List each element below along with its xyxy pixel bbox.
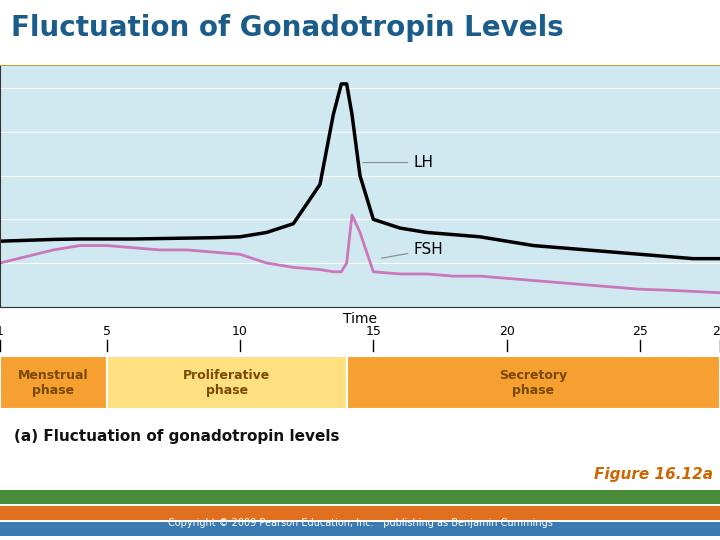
- Text: 10: 10: [232, 325, 248, 338]
- Text: Menstrual
phase: Menstrual phase: [18, 368, 89, 396]
- Text: Proliferative
phase: Proliferative phase: [183, 368, 270, 396]
- Bar: [0, 490, 720, 504]
- Text: Figure 16.12a: Figure 16.12a: [594, 468, 713, 483]
- FancyBboxPatch shape: [0, 65, 720, 66]
- Text: Copyright © 2009 Pearson Education, Inc.   publishing as Benjamin Cummings: Copyright © 2009 Pearson Education, Inc.…: [168, 518, 552, 528]
- Text: 15: 15: [365, 325, 382, 338]
- Bar: [107, 356, 346, 409]
- Text: Fluctuation of Gonadotropin Levels: Fluctuation of Gonadotropin Levels: [11, 14, 564, 42]
- Text: LH: LH: [363, 155, 433, 170]
- Text: 25: 25: [632, 325, 648, 338]
- Text: Time: Time: [343, 312, 377, 326]
- Text: FSH: FSH: [382, 242, 443, 258]
- Text: (a) Fluctuation of gonadotropin levels: (a) Fluctuation of gonadotropin levels: [14, 429, 340, 444]
- Bar: [0, 506, 720, 520]
- Text: 1: 1: [0, 325, 4, 338]
- Text: 28: 28: [712, 325, 720, 338]
- Text: 20: 20: [499, 325, 515, 338]
- Bar: [346, 356, 720, 409]
- Bar: [0, 356, 107, 409]
- Bar: [0, 522, 720, 536]
- Text: 5: 5: [103, 325, 111, 338]
- Text: Secretory
phase: Secretory phase: [499, 368, 567, 396]
